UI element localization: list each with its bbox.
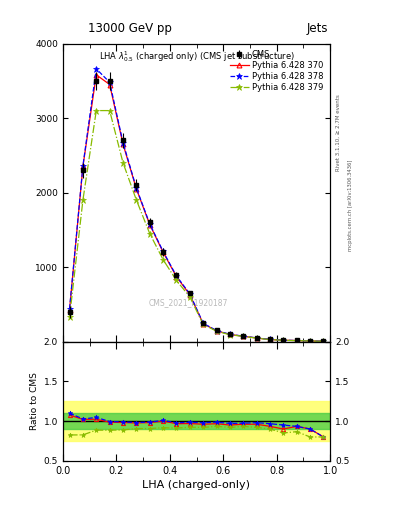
- Pythia 6.428 378: [67, 306, 72, 312]
- Pythia 6.428 379: [268, 336, 272, 343]
- Pythia 6.428 378: [254, 335, 259, 341]
- Text: Rivet 3.1.10, ≥ 2.7M events: Rivet 3.1.10, ≥ 2.7M events: [336, 95, 341, 172]
- Pythia 6.428 370: [201, 321, 206, 327]
- Text: CMS_2021_I1920187: CMS_2021_I1920187: [149, 298, 228, 307]
- Pythia 6.428 378: [134, 185, 139, 191]
- Pythia 6.428 379: [67, 314, 72, 320]
- Pythia 6.428 370: [81, 163, 85, 169]
- Pythia 6.428 379: [294, 337, 299, 344]
- Text: LHA $\lambda^1_{0.5}$ (charged only) (CMS jet substructure): LHA $\lambda^1_{0.5}$ (charged only) (CM…: [99, 50, 294, 65]
- Pythia 6.428 378: [161, 248, 165, 254]
- Pythia 6.428 370: [134, 186, 139, 192]
- Pythia 6.428 379: [308, 338, 312, 344]
- Pythia 6.428 379: [321, 338, 326, 345]
- Pythia 6.428 370: [268, 336, 272, 343]
- Pythia 6.428 370: [241, 333, 246, 339]
- Pythia 6.428 379: [121, 160, 125, 166]
- Pythia 6.428 378: [268, 336, 272, 343]
- Pythia 6.428 379: [228, 332, 232, 338]
- Pythia 6.428 370: [228, 331, 232, 337]
- Pythia 6.428 370: [67, 307, 72, 313]
- Pythia 6.428 370: [187, 291, 192, 297]
- Pythia 6.428 378: [81, 163, 85, 169]
- Line: Pythia 6.428 378: Pythia 6.428 378: [66, 66, 327, 345]
- Pythia 6.428 370: [321, 338, 326, 345]
- Pythia 6.428 378: [281, 337, 286, 343]
- Pythia 6.428 378: [201, 320, 206, 326]
- Line: Pythia 6.428 379: Pythia 6.428 379: [66, 108, 327, 345]
- Pythia 6.428 370: [121, 141, 125, 147]
- Legend: CMS, Pythia 6.428 370, Pythia 6.428 378, Pythia 6.428 379: CMS, Pythia 6.428 370, Pythia 6.428 378,…: [228, 48, 326, 95]
- Pythia 6.428 379: [147, 230, 152, 237]
- Pythia 6.428 370: [174, 274, 179, 280]
- Pythia 6.428 370: [147, 222, 152, 228]
- Pythia 6.428 378: [294, 337, 299, 344]
- Pythia 6.428 370: [214, 328, 219, 334]
- Pythia 6.428 379: [187, 294, 192, 300]
- Pythia 6.428 378: [241, 333, 246, 339]
- Pythia 6.428 378: [214, 328, 219, 334]
- Pythia 6.428 370: [94, 72, 99, 78]
- Pythia 6.428 378: [121, 140, 125, 146]
- Text: Jets: Jets: [307, 22, 328, 34]
- Pythia 6.428 379: [107, 108, 112, 114]
- Text: 13000 GeV pp: 13000 GeV pp: [88, 22, 172, 34]
- Pythia 6.428 378: [308, 338, 312, 344]
- Pythia 6.428 379: [241, 333, 246, 339]
- Pythia 6.428 379: [161, 257, 165, 263]
- Pythia 6.428 378: [174, 273, 179, 279]
- Pythia 6.428 370: [308, 338, 312, 344]
- Pythia 6.428 370: [281, 337, 286, 344]
- Pythia 6.428 370: [254, 335, 259, 341]
- Pythia 6.428 378: [187, 291, 192, 297]
- Pythia 6.428 379: [94, 108, 99, 114]
- Pythia 6.428 379: [174, 278, 179, 284]
- Pythia 6.428 370: [107, 81, 112, 88]
- Pythia 6.428 378: [147, 221, 152, 227]
- Pythia 6.428 379: [81, 197, 85, 203]
- Text: mcplots.cern.ch [arXiv:1306.3436]: mcplots.cern.ch [arXiv:1306.3436]: [348, 159, 353, 250]
- Pythia 6.428 370: [294, 337, 299, 344]
- Pythia 6.428 379: [134, 197, 139, 203]
- X-axis label: LHA (charged-only): LHA (charged-only): [143, 480, 250, 490]
- Y-axis label: Ratio to CMS: Ratio to CMS: [31, 372, 39, 430]
- Pythia 6.428 379: [201, 322, 206, 328]
- Line: Pythia 6.428 370: Pythia 6.428 370: [67, 72, 326, 344]
- Pythia 6.428 379: [214, 328, 219, 334]
- Pythia 6.428 378: [107, 79, 112, 86]
- Pythia 6.428 379: [254, 335, 259, 341]
- Pythia 6.428 378: [228, 331, 232, 337]
- Pythia 6.428 378: [321, 338, 326, 345]
- Pythia 6.428 378: [94, 66, 99, 72]
- Pythia 6.428 379: [281, 337, 286, 344]
- Pythia 6.428 370: [161, 249, 165, 255]
